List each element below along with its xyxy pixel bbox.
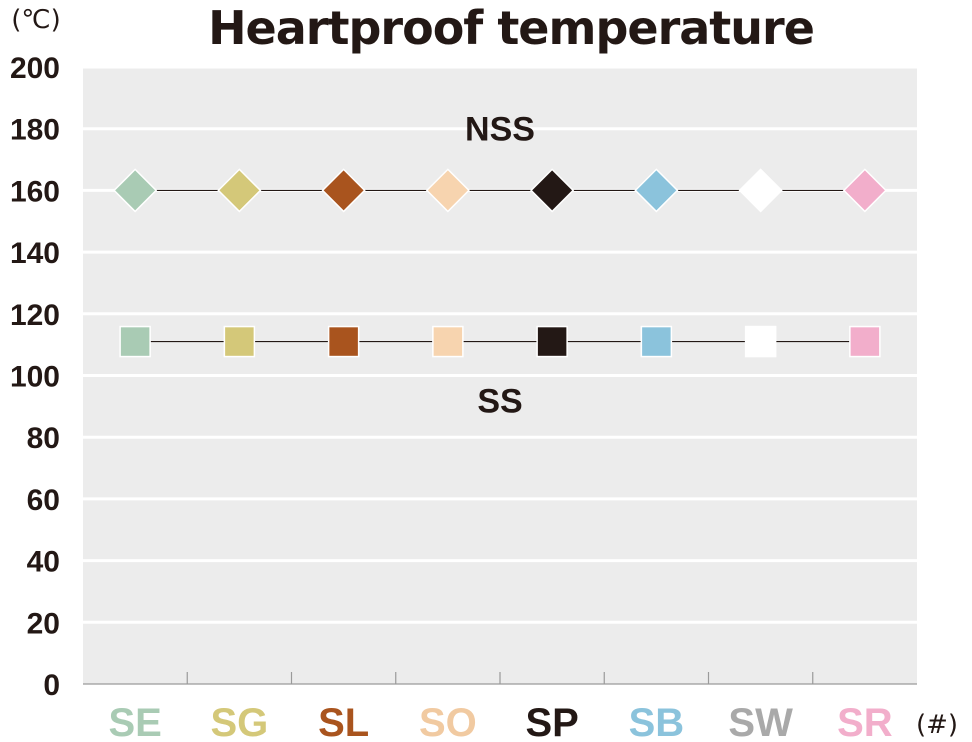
chart-title: Heartproof temperature: [208, 1, 814, 55]
x-tick-label-sg: SG: [210, 701, 268, 742]
series-label-ss: SS: [477, 383, 522, 421]
marker-ss-so: [432, 325, 464, 358]
y-tick-label: 20: [27, 607, 60, 640]
x-tick-label-sr: SR: [837, 701, 893, 742]
x-axis-unit: (#): [916, 710, 958, 740]
marker-nss-sg: [217, 168, 262, 213]
marker-ss-sw: [744, 325, 777, 358]
marker-ss-sp: [536, 325, 568, 358]
marker-ss-sg: [223, 325, 256, 358]
marker-nss-sp: [530, 168, 575, 213]
y-tick-label: 40: [27, 546, 60, 579]
x-tick-label-sw: SW: [728, 701, 793, 742]
series-markers: [113, 168, 887, 358]
x-tick-label-so: SO: [419, 701, 477, 742]
marker-nss-se: [113, 168, 158, 213]
y-axis-unit: (℃): [11, 5, 61, 35]
marker-ss-sb: [640, 325, 673, 358]
y-tick-labels: 0 20 40 60 80 100 120 140 160 180 200: [10, 52, 60, 702]
x-tick-label-sb: SB: [629, 701, 685, 742]
series-labels: NSS SS: [465, 110, 535, 420]
marker-nss-sb: [634, 168, 679, 213]
x-tick-label-sl: SL: [318, 701, 369, 742]
x-tick-label-sp: SP: [525, 701, 578, 742]
marker-nss-sr: [842, 168, 887, 213]
marker-nss-so: [425, 168, 470, 213]
x-tick-label-se: SE: [108, 701, 161, 742]
marker-nss-sl: [321, 168, 366, 213]
marker-nss-sw: [738, 168, 783, 213]
series-label-nss: NSS: [465, 110, 535, 148]
y-tick-label: 60: [27, 484, 60, 517]
y-tick-label: 160: [10, 175, 60, 208]
y-tick-label: 140: [10, 237, 60, 270]
y-tick-label: 200: [10, 52, 60, 85]
y-tick-label: 0: [43, 669, 60, 702]
marker-ss-sr: [849, 325, 881, 358]
marker-ss-sl: [327, 325, 360, 358]
y-tick-label: 180: [10, 114, 60, 147]
y-tick-label: 120: [10, 299, 60, 332]
x-tick-marks: [83, 672, 917, 685]
y-tick-label: 80: [27, 422, 60, 455]
x-tick-labels: SE SG SL SO SP SB SW SR: [108, 701, 892, 742]
marker-ss-se: [119, 325, 151, 358]
y-tick-label: 100: [10, 361, 60, 394]
